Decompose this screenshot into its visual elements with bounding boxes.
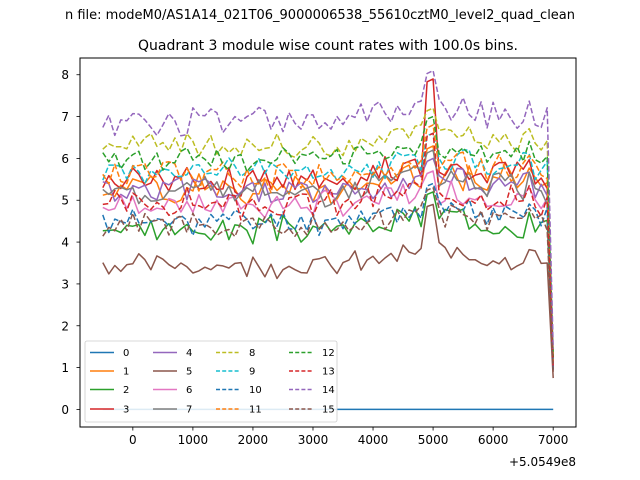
y-axis: 0 1 2 3 4 5 6 7 8: [61, 68, 80, 417]
legend-label-2: 2: [123, 385, 129, 396]
series-line-1: [102, 145, 554, 364]
y-tick-label: 4: [61, 236, 69, 250]
legend-label-4: 4: [186, 348, 192, 359]
legend-label-9: 9: [249, 367, 255, 378]
legend-label-6: 6: [186, 385, 192, 396]
legend-box: [84, 340, 338, 423]
series-line-12: [102, 115, 554, 358]
legend-label-0: 0: [123, 348, 129, 359]
series-line-9: [102, 132, 554, 360]
y-tick-label: 7: [61, 110, 69, 124]
x-tick-label: 5000: [418, 433, 449, 447]
y-tick-label: 0: [61, 403, 69, 417]
x-offset-text: +5.0549e8: [509, 455, 576, 469]
legend-label-13: 13: [322, 367, 335, 378]
series-line-8: [102, 107, 554, 356]
figure-suptitle: n file: modeM0/AS1A14_021T06_9000006538_…: [65, 8, 575, 23]
legend-label-8: 8: [249, 348, 255, 359]
legend-label-7: 7: [186, 405, 192, 416]
x-axis: 0 1000 2000 3000 4000 5000 6000 7000: [129, 427, 568, 447]
series-line-15: [102, 186, 554, 372]
x-tick-label: 4000: [358, 433, 389, 447]
y-tick-label: 8: [61, 68, 69, 82]
legend-label-5: 5: [186, 367, 192, 378]
legend-label-11: 11: [249, 405, 262, 416]
legend-label-12: 12: [322, 348, 335, 359]
series-line-13: [102, 132, 554, 368]
x-tick-label: 2000: [238, 433, 269, 447]
x-tick-label: 3000: [298, 433, 329, 447]
x-tick-label: 0: [129, 433, 137, 447]
chart-title: Quadrant 3 module wise count rates with …: [138, 38, 518, 54]
y-tick-label: 3: [61, 277, 69, 291]
legend-label-14: 14: [322, 385, 335, 396]
legend-label-1: 1: [123, 367, 129, 378]
y-tick-label: 2: [61, 319, 69, 333]
series-line-2: [102, 191, 554, 370]
x-tick-label: 7000: [538, 433, 569, 447]
series-line-5: [102, 203, 554, 379]
series-lines: [102, 69, 554, 411]
x-tick-label: 6000: [478, 433, 509, 447]
y-tick-label: 1: [61, 361, 69, 375]
legend-label-10: 10: [249, 385, 262, 396]
series-line-14: [102, 69, 554, 349]
series-line-7: [102, 149, 554, 364]
series-line-3: [102, 78, 554, 360]
legend-label-15: 15: [322, 405, 335, 416]
legend-label-3: 3: [123, 405, 129, 416]
y-tick-label: 6: [61, 152, 69, 166]
y-tick-label: 5: [61, 194, 69, 208]
x-tick-label: 1000: [178, 433, 209, 447]
series-line-11: [102, 124, 554, 362]
plot-frame: [79, 57, 577, 428]
